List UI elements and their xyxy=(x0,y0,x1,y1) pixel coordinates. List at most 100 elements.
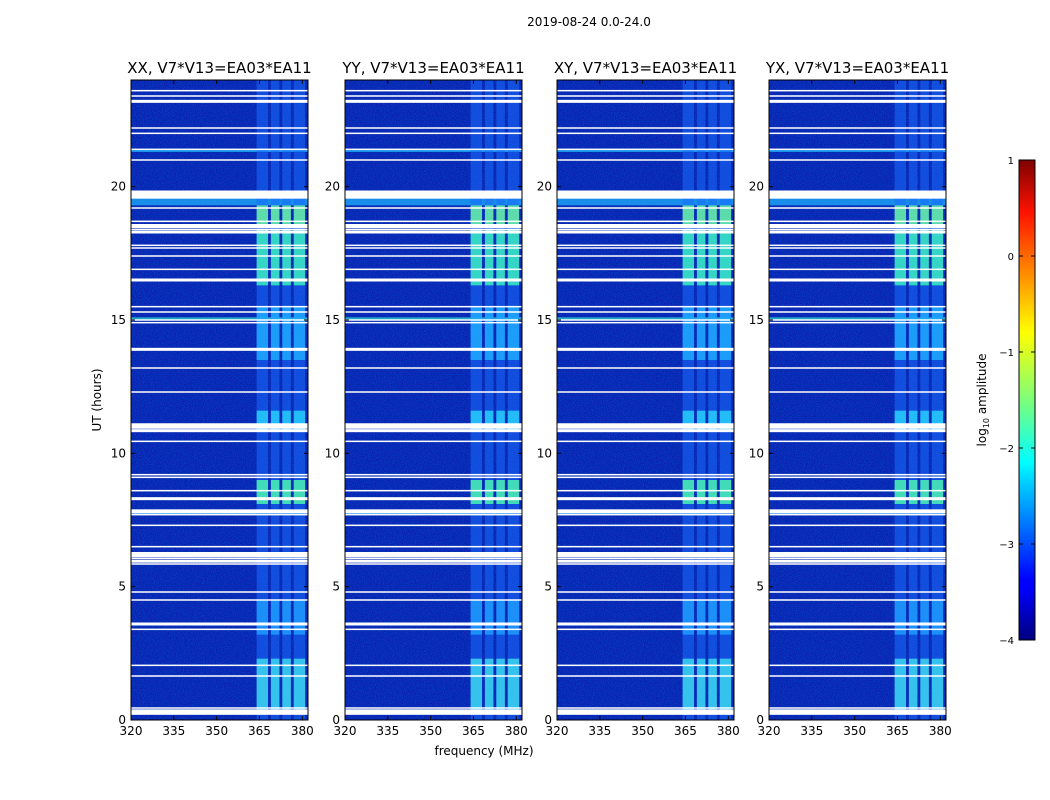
x-tick-label: 350 xyxy=(419,724,442,738)
flagged-row xyxy=(131,513,308,516)
rfi-burst xyxy=(293,600,306,635)
flagged-row xyxy=(131,476,308,479)
rfi-burst xyxy=(696,205,706,224)
rfi-burst xyxy=(920,658,929,710)
broadband-row xyxy=(345,149,522,152)
flagged-row xyxy=(131,159,308,161)
flagged-row xyxy=(557,321,734,324)
flagged-row xyxy=(345,557,522,560)
rfi-burst xyxy=(931,229,944,286)
flagged-row xyxy=(769,622,946,626)
rfi-burst xyxy=(270,229,280,286)
rfi-burst xyxy=(931,600,944,635)
flagged-row xyxy=(345,220,522,223)
rfi-burst xyxy=(484,600,494,635)
flagged-row xyxy=(345,473,522,476)
rfi-burst xyxy=(470,480,483,504)
rfi-burst xyxy=(270,480,280,504)
rfi-burst xyxy=(931,480,944,504)
flagged-row xyxy=(345,599,522,601)
flagged-gap xyxy=(769,552,946,558)
x-tick-label: 380 xyxy=(717,724,740,738)
rfi-burst xyxy=(682,658,695,710)
rfi-burst xyxy=(484,480,494,504)
x-tick-label: 365 xyxy=(248,724,271,738)
flagged-row xyxy=(345,230,522,234)
flagged-row xyxy=(345,429,522,433)
axes-frame xyxy=(556,79,735,721)
broadband-row xyxy=(345,317,522,320)
flagged-row xyxy=(557,89,734,92)
y-tick-label: 15 xyxy=(749,313,764,327)
x-axis-label: frequency (MHz) xyxy=(434,744,533,758)
flagged-row xyxy=(131,563,308,565)
rfi-burst xyxy=(908,410,918,430)
rfi-burst xyxy=(484,205,494,224)
flagged-gap xyxy=(769,560,946,563)
flagged-row xyxy=(131,220,308,223)
x-tick-label: 320 xyxy=(334,724,357,738)
flagged-row xyxy=(769,545,946,548)
rfi-burst xyxy=(708,658,717,710)
flagged-row xyxy=(557,268,734,271)
rfi-burst xyxy=(282,229,291,286)
rfi-burst xyxy=(293,658,306,710)
flagged-row xyxy=(557,440,734,443)
flagged-row xyxy=(557,599,734,601)
rfi-burst xyxy=(496,658,505,710)
flagged-gap xyxy=(345,193,522,199)
x-tick-label: 335 xyxy=(588,724,611,738)
flagged-row xyxy=(131,347,308,351)
figure-suptitle: 2019-08-24 0.0-24.0 xyxy=(527,15,651,29)
flagged-row xyxy=(557,247,734,249)
flagged-row xyxy=(131,99,308,103)
rfi-burst xyxy=(708,410,717,430)
flagged-row xyxy=(769,255,946,257)
flagged-row xyxy=(769,711,946,715)
rfi-burst xyxy=(719,480,732,504)
panel-4: YX, V7*V13=EA03*EA11 320 335 350 365 380 0 5 10 1… xyxy=(749,59,952,738)
flagged-row xyxy=(345,247,522,249)
rfi-band xyxy=(682,80,695,720)
flagged-row xyxy=(769,628,946,631)
flagged-row xyxy=(769,207,946,209)
rfi-burst xyxy=(496,480,505,504)
x-tick-label: 320 xyxy=(120,724,143,738)
flagged-row xyxy=(769,707,946,709)
flagged-gap xyxy=(557,552,734,558)
axes-frame xyxy=(344,79,523,721)
y-tick-label: 15 xyxy=(111,313,126,327)
rfi-burst xyxy=(682,410,695,430)
rfi-burst xyxy=(920,410,929,430)
flagged-row xyxy=(131,268,308,271)
rfi-burst xyxy=(931,205,944,224)
rfi-burst xyxy=(908,306,918,360)
flagged-row xyxy=(131,675,308,677)
flagged-row xyxy=(769,497,946,501)
flagged-row xyxy=(557,513,734,516)
flagged-row xyxy=(131,664,308,667)
rfi-burst xyxy=(507,658,520,710)
flagged-gap xyxy=(557,424,734,428)
flagged-row xyxy=(557,230,734,234)
flagged-row xyxy=(345,707,522,709)
rfi-burst xyxy=(719,410,732,430)
flagged-row xyxy=(557,675,734,677)
rfi-burst xyxy=(470,600,483,635)
flagged-row xyxy=(557,711,734,715)
flagged-row xyxy=(557,473,734,476)
rfi-burst xyxy=(908,658,918,710)
rfi-burst xyxy=(894,600,907,635)
broadband-row xyxy=(557,149,734,152)
flagged-gap xyxy=(557,509,734,514)
flagged-row xyxy=(769,95,946,97)
flagged-row xyxy=(131,244,308,247)
rfi-burst xyxy=(682,205,695,224)
rfi-burst xyxy=(256,658,269,710)
rfi-burst xyxy=(293,480,306,504)
flagged-row xyxy=(557,497,734,501)
flagged-row xyxy=(769,127,946,129)
rfi-burst xyxy=(293,306,306,360)
flagged-row xyxy=(557,190,734,194)
flagged-row xyxy=(131,599,308,601)
